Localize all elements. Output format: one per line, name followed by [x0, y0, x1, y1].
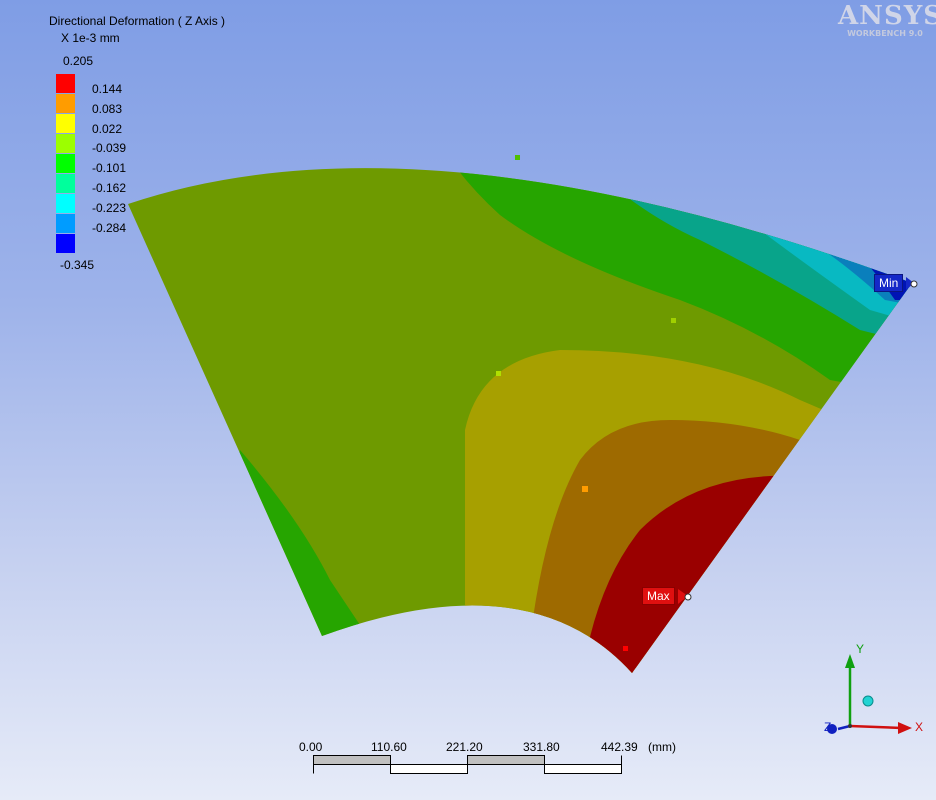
scale-unit: (mm): [648, 740, 676, 754]
scale-bar-graphic: [313, 755, 622, 774]
scale-tick-label: 110.60: [371, 740, 407, 754]
node-marker: [623, 646, 628, 651]
legend-title: Directional Deformation ( Z Axis ): [49, 14, 226, 28]
legend-min-value: -0.345: [60, 258, 95, 272]
legend-value: 0.144: [92, 82, 123, 96]
triad-y-label: Y: [856, 642, 865, 656]
logo-text: ANSYS: [838, 1, 936, 31]
legend-swatch-1: [56, 74, 75, 93]
triad-z-label: Z: [824, 720, 832, 734]
max-probe-pointer: [678, 589, 688, 604]
legend-swatch-5: [56, 154, 75, 173]
node-marker: [515, 155, 520, 160]
ansys-logo: ANSYS WORKBENCH 9.0: [838, 1, 936, 38]
legend-value: 0.083: [92, 102, 123, 116]
legend-value: -0.284: [92, 221, 127, 235]
legend-value: -0.223: [92, 201, 127, 215]
max-probe-label[interactable]: Max: [642, 587, 675, 605]
legend-swatch-4: [56, 134, 75, 153]
min-probe-pointer: [906, 277, 914, 290]
legend-swatch-3: [56, 114, 75, 133]
node-marker: [496, 371, 501, 376]
legend-swatch-6: [56, 174, 75, 193]
triad-x-label: X: [915, 720, 924, 734]
legend-value: 0.022: [92, 122, 123, 136]
node-marker: [671, 318, 676, 323]
legend-swatch-8: [56, 214, 75, 233]
scale-tick-label: 331.80: [523, 740, 560, 754]
legend-value: -0.039: [92, 141, 127, 155]
triad-axes: [827, 654, 912, 734]
scale-tick-label: 221.20: [446, 740, 483, 754]
legend-swatch-2: [56, 94, 75, 113]
legend-max-value: 0.205: [63, 54, 94, 68]
legend-swatch-7: [56, 194, 75, 213]
logo-subtext: WORKBENCH 9.0: [847, 29, 923, 38]
scale-tick-label: 0.00: [299, 740, 323, 754]
min-probe-point: [910, 280, 918, 288]
coordinate-triad[interactable]: Y X Z: [818, 640, 936, 750]
legend-swatch-9: [56, 234, 75, 253]
legend-value: -0.101: [92, 161, 127, 175]
max-probe-point: [684, 593, 692, 601]
legend-unit: X 1e-3 mm: [61, 31, 120, 45]
min-probe-label[interactable]: Min: [874, 274, 904, 292]
scale-tick-label: 442.39: [601, 740, 638, 754]
node-marker: [582, 486, 588, 492]
legend-value: -0.162: [92, 181, 127, 195]
